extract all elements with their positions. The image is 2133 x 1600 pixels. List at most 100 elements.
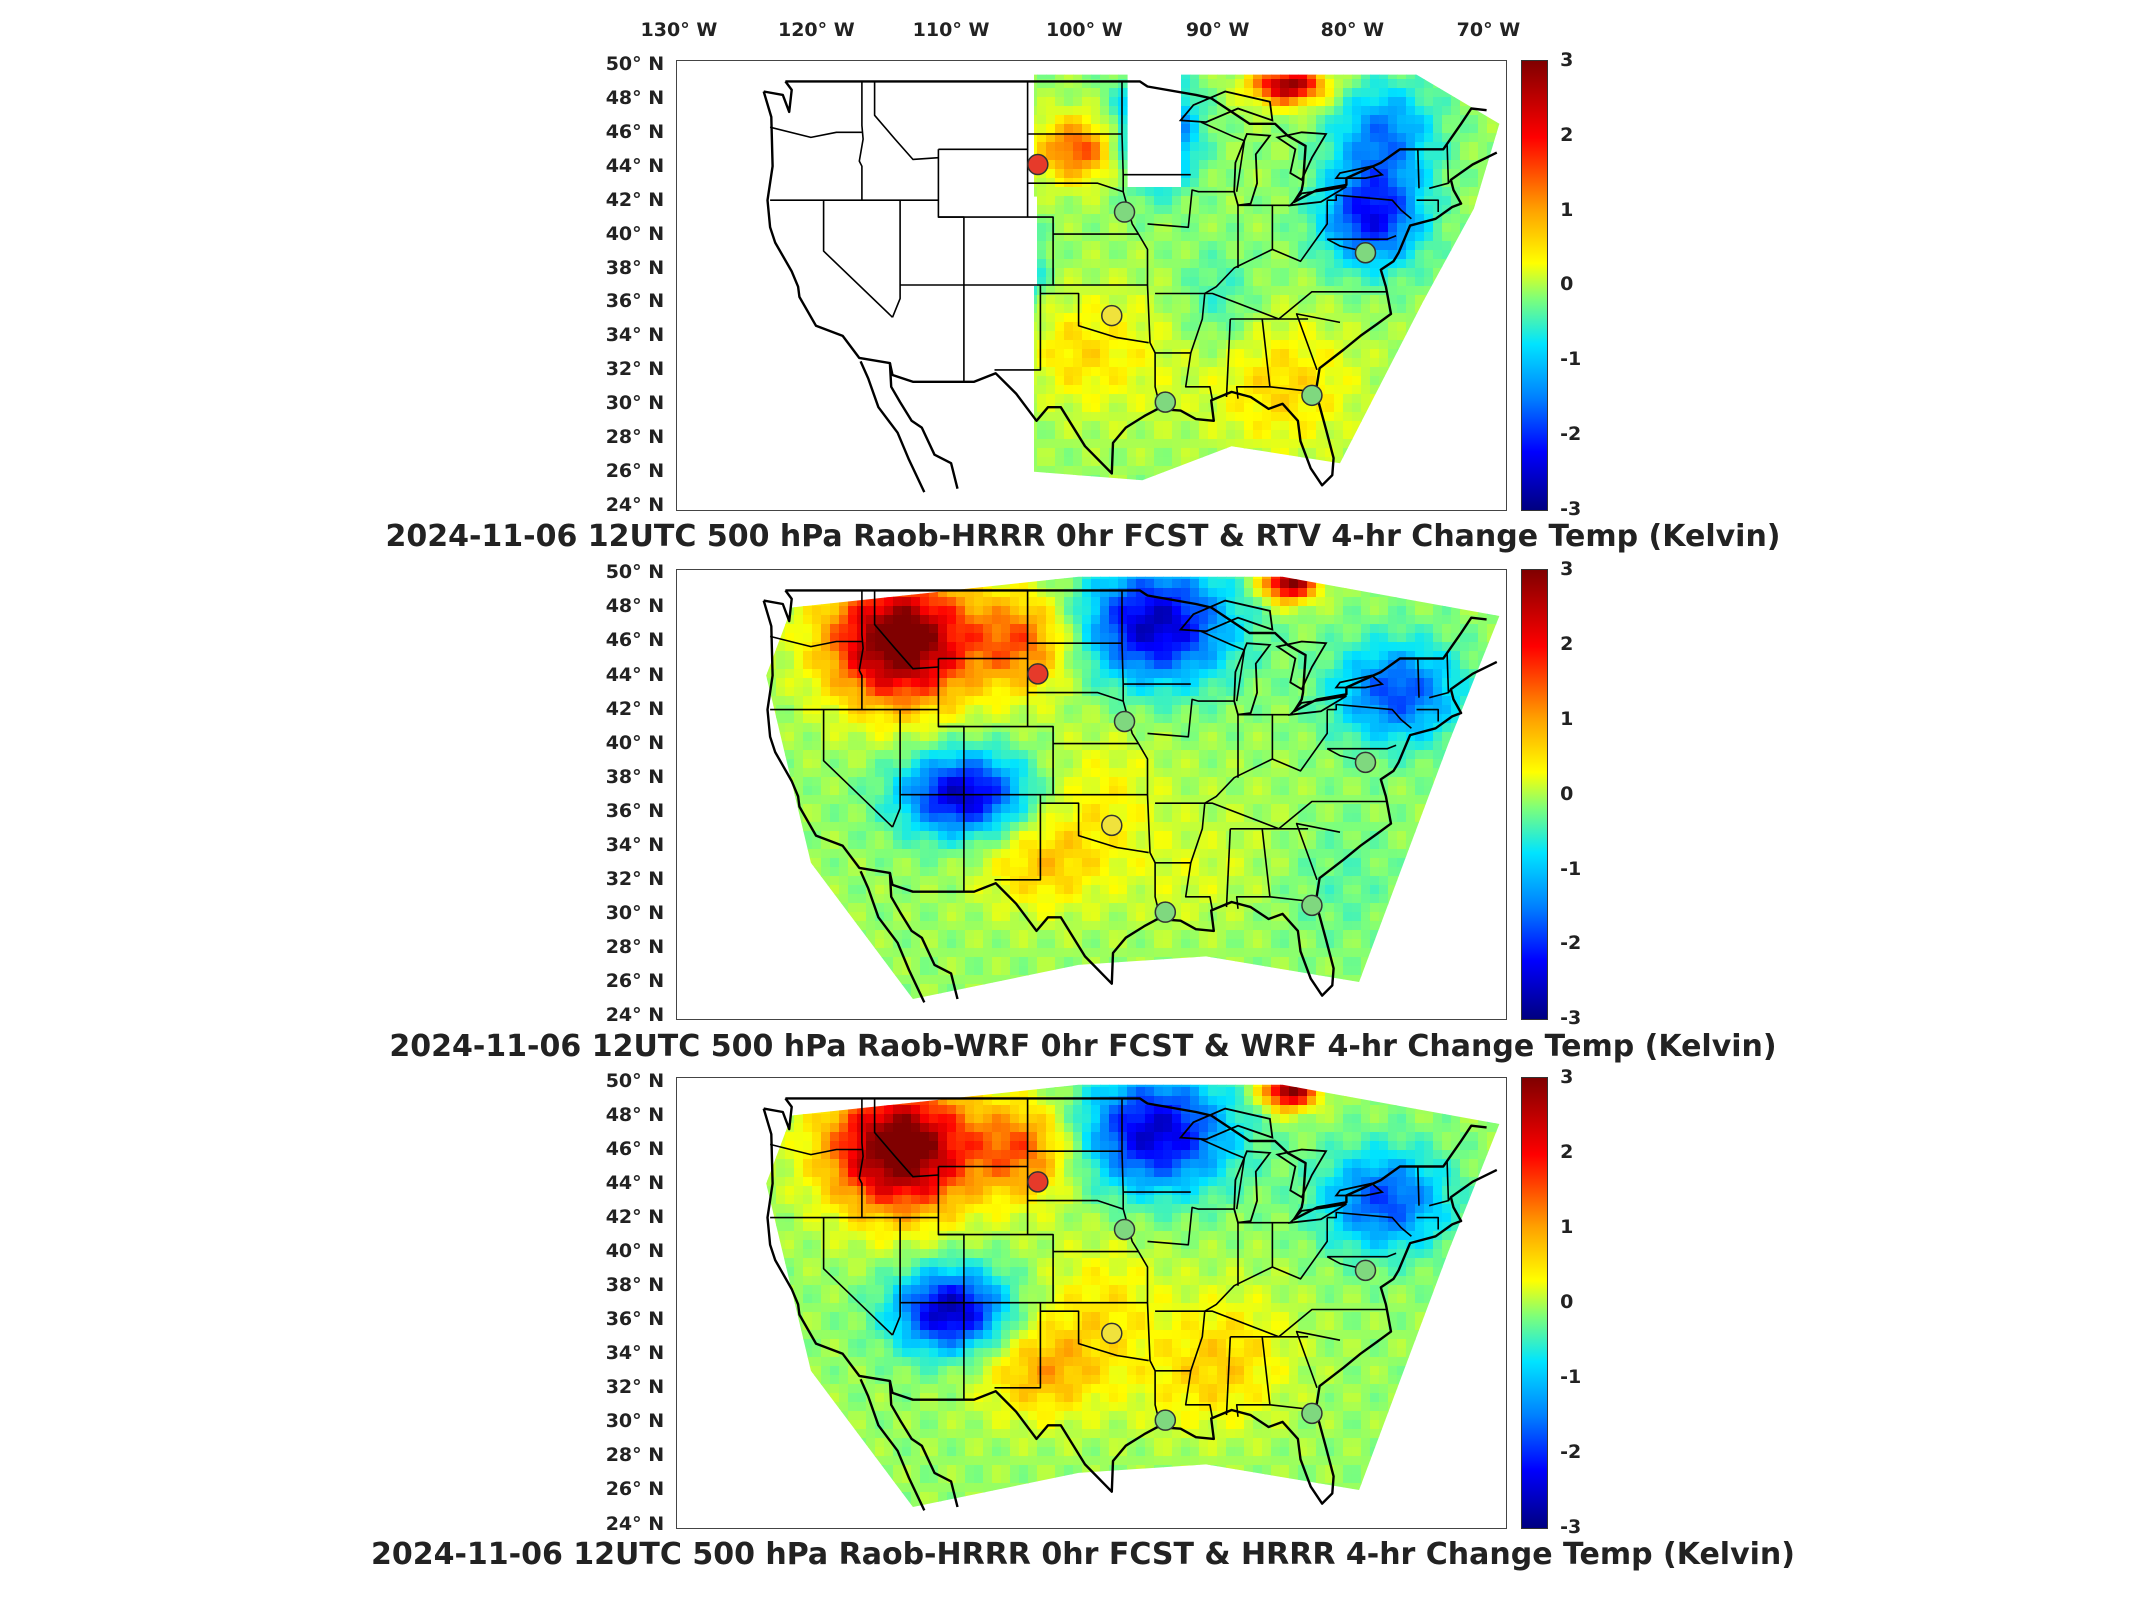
raob-station-marker (1027, 1171, 1049, 1194)
raob-station-marker (1154, 1409, 1177, 1432)
colorbar-tick-label: -1 (1560, 857, 1582, 880)
colorbar-tick-label: 1 (1560, 707, 1574, 730)
latitude-label: 28° N (605, 935, 665, 958)
longitude-label: 70° W (1456, 19, 1521, 42)
longitude-label: 90° W (1185, 19, 1250, 42)
colorbar-tick-label: -2 (1560, 1441, 1582, 1463)
coastlines (762, 80, 1498, 494)
raob-station-marker (1101, 814, 1123, 837)
map-canvas (762, 75, 1500, 494)
latitude-label: 28° N (605, 426, 665, 449)
colorbar-tick-label: -2 (1560, 932, 1582, 955)
map-canvas (762, 576, 1500, 1003)
latitude-label: 30° N (605, 1410, 665, 1433)
panel-title: 2024-11-06 12UTC 500 hPa Raob-HRRR 0hr F… (385, 518, 1781, 554)
latitude-label: 42° N (605, 697, 665, 720)
latitude-label: 26° N (605, 460, 665, 483)
colorbar-tick-label: -1 (1560, 1366, 1582, 1389)
longitude-label: 110° W (912, 19, 990, 42)
raob-station-marker (1354, 1260, 1377, 1282)
latitude-label: 44° N (605, 154, 665, 177)
latitude-label: 24° N (605, 1512, 665, 1535)
raob-station-marker (1301, 1403, 1323, 1425)
colorbar-tick-label: -1 (1560, 348, 1582, 371)
raob-station-marker (1301, 894, 1323, 917)
raob-station-marker (1354, 751, 1377, 774)
raob-station-marker (1101, 305, 1123, 327)
colorbar-tick-label: 1 (1560, 1216, 1574, 1239)
latitude-label: 44° N (605, 663, 665, 686)
latitude-label: 50° N (605, 52, 665, 75)
latitude-label: 48° N (605, 595, 665, 618)
latitude-label: 36° N (605, 799, 665, 822)
state-boundaries (770, 1098, 1452, 1426)
map-panel-wrf (676, 568, 1507, 1021)
latitude-label: 34° N (605, 833, 665, 856)
great-lakes (1178, 1108, 1385, 1225)
latitude-label: 48° N (605, 1103, 665, 1126)
colorbar-tick-label: 3 (1560, 1066, 1574, 1089)
state-boundaries (770, 590, 1452, 918)
colorbar-tick-label: 2 (1560, 632, 1574, 655)
colorbar-tick-label: 0 (1560, 273, 1574, 296)
colorbar-tick-label: 3 (1560, 49, 1574, 72)
latitude-label: 32° N (605, 867, 665, 890)
state-boundaries (770, 81, 1452, 408)
raob-station-marker (1154, 391, 1177, 414)
latitude-label: 34° N (605, 324, 665, 347)
latitude-label: 38° N (605, 765, 665, 788)
longitude-label: 100° W (1045, 19, 1123, 42)
latitude-label: 40° N (605, 222, 665, 245)
colorbar-tick-label: 3 (1560, 557, 1574, 580)
latitude-label: 40° N (605, 731, 665, 754)
raob-station-marker (1113, 710, 1136, 733)
latitude-label: 40° N (605, 1240, 665, 1263)
coastlines (762, 1097, 1498, 1512)
latitude-label: 46° N (605, 1137, 665, 1160)
colorbar (1521, 60, 1549, 511)
latitude-label: 30° N (605, 901, 665, 924)
latitude-label: 42° N (605, 188, 665, 211)
latitude-label: 30° N (605, 392, 665, 415)
latitude-label: 36° N (605, 290, 665, 313)
latitude-label: 46° N (605, 120, 665, 143)
latitude-label: 48° N (605, 86, 665, 109)
latitude-label: 38° N (605, 256, 665, 279)
longitude-label: 130° W (640, 19, 718, 42)
raob-station-marker (1301, 385, 1323, 407)
latitude-label: 42° N (605, 1206, 665, 1229)
latitude-label: 50° N (605, 561, 665, 584)
raob-station-marker (1113, 1219, 1136, 1241)
colorbar-tick-label: -3 (1560, 497, 1582, 520)
colorbar (1521, 568, 1549, 1021)
panel-title: 2024-11-06 12UTC 500 hPa Raob-HRRR 0hr F… (370, 1537, 1796, 1573)
raob-station-marker (1354, 242, 1377, 264)
latitude-label: 46° N (605, 629, 665, 652)
map-canvas (762, 1085, 1500, 1512)
colorbar-tick-label: 0 (1560, 1291, 1574, 1314)
latitude-label: 44° N (605, 1172, 665, 1195)
colorbar-tick-label: 2 (1560, 124, 1574, 147)
latitude-label: 26° N (605, 1478, 665, 1501)
colorbar (1521, 1077, 1549, 1529)
colorbar-tick-label: 1 (1560, 198, 1574, 221)
map-panel-rtv (676, 60, 1507, 511)
longitude-label: 120° W (777, 19, 855, 42)
latitude-label: 50° N (605, 1069, 665, 1092)
temperature-field (1034, 75, 1500, 481)
coastlines (762, 589, 1498, 1003)
latitude-label: 38° N (605, 1274, 665, 1297)
latitude-label: 26° N (605, 969, 665, 992)
latitude-label: 28° N (605, 1444, 665, 1467)
panel-title: 2024-11-06 12UTC 500 hPa Raob-WRF 0hr FC… (389, 1028, 1777, 1064)
colorbar-tick-label: 0 (1560, 782, 1574, 805)
latitude-label: 32° N (605, 358, 665, 381)
latitude-label: 32° N (605, 1376, 665, 1399)
colorbar-tick-label: -3 (1560, 1007, 1582, 1030)
latitude-label: 24° N (605, 1003, 665, 1026)
raob-station-marker (1154, 901, 1177, 923)
colorbar-tick-label: -2 (1560, 422, 1582, 445)
latitude-label: 36° N (605, 1308, 665, 1331)
colorbar-tick-label: 2 (1560, 1141, 1574, 1164)
